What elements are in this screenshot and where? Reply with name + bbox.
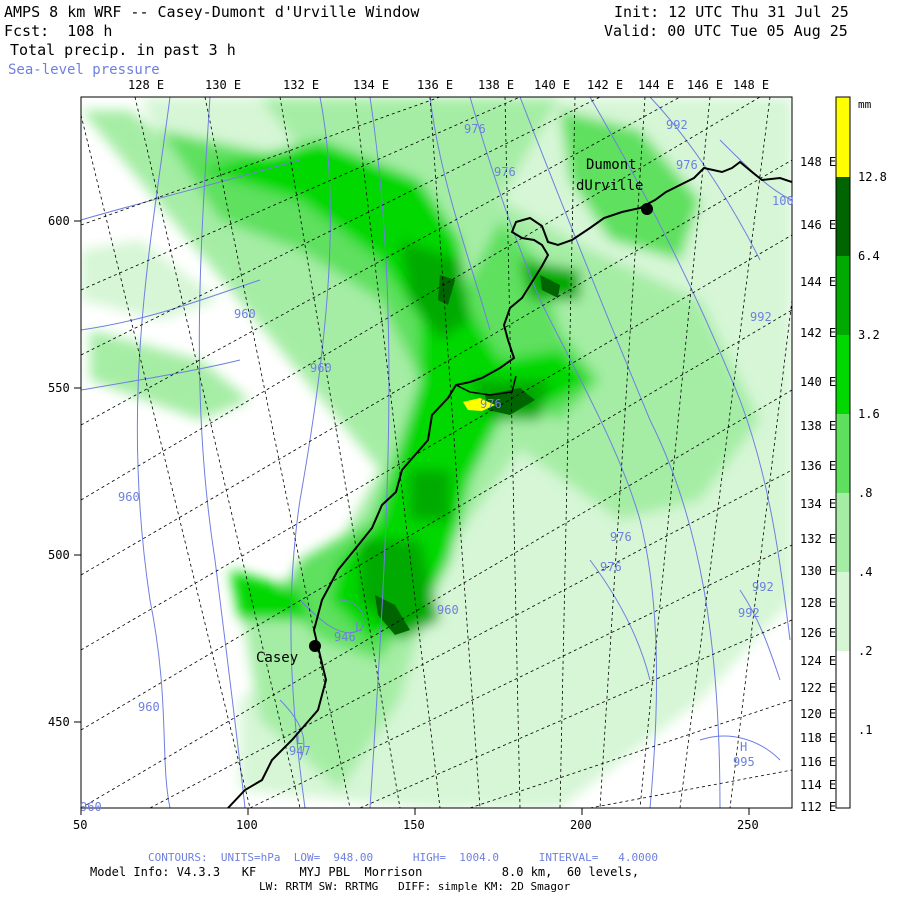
legend-label: .1 — [858, 723, 873, 737]
lon-label-top: 128 E — [128, 78, 165, 92]
x-axis-label: 150 — [403, 818, 425, 832]
x-axis-label: 200 — [570, 818, 592, 832]
isobar-label: 976 — [494, 165, 516, 179]
lon-label-right: 124 E — [800, 654, 837, 668]
isobar-label: 992 — [738, 606, 760, 620]
header-title: AMPS 8 km WRF -- Casey-Dumont d'Urville … — [4, 3, 420, 21]
x-axis-label: 50 — [73, 818, 88, 832]
legend-label: 1.6 — [858, 407, 880, 421]
lon-label-top: 134 E — [353, 78, 390, 92]
legend-unit: mm — [858, 98, 872, 111]
y-axis-label: 450 — [48, 715, 70, 729]
lon-label-right: 112 E — [800, 800, 837, 814]
y-axis-label: 550 — [48, 381, 70, 395]
lon-label-right: 146 E — [800, 218, 837, 232]
lon-label-right: 142 E — [800, 326, 837, 340]
y-axis-label: 500 — [48, 548, 70, 562]
lon-label-right: 114 E — [800, 778, 837, 792]
legend-label: 6.4 — [858, 249, 880, 263]
legend-label: 12.8 — [858, 170, 887, 184]
station-dumont-label: Dumont — [586, 157, 637, 173]
isobar-label: 960 — [437, 603, 459, 617]
low-pressure-mark: L — [296, 733, 304, 747]
isobar-label: 992 — [666, 118, 688, 132]
lon-label-top: 144 E — [638, 78, 675, 92]
ice-shelf-outline — [455, 375, 517, 396]
isobar-label: 960 — [138, 700, 160, 714]
lon-label-top: 132 E — [283, 78, 320, 92]
precip-cores — [375, 275, 560, 635]
header-field: Total precip. in past 3 h — [10, 41, 236, 59]
x-axis-label: 100 — [236, 818, 258, 832]
lon-label-right: 138 E — [800, 419, 837, 433]
isobar-label: 946 — [334, 630, 356, 644]
lon-label-top: 148 E — [733, 78, 770, 92]
lon-label-right: 140 E — [800, 375, 837, 389]
casey-marker — [309, 640, 321, 652]
lon-label-top: 136 E — [417, 78, 454, 92]
dumont-durville-marker — [641, 203, 653, 215]
isobar-label: 947 — [289, 744, 311, 758]
lon-label-right: 120 E — [800, 707, 837, 721]
x-axis-label: 250 — [737, 818, 759, 832]
header-overlay: Sea-level pressure — [8, 62, 160, 78]
station-durville-label: dUrville — [576, 178, 644, 194]
lon-label-right: 122 E — [800, 681, 837, 695]
lon-label-right: 148 E — [800, 155, 837, 169]
lon-label-top: 138 E — [478, 78, 515, 92]
lon-label-right: 126 E — [800, 626, 837, 640]
isobar-label: 995 — [733, 755, 755, 769]
graticule — [81, 97, 792, 808]
isobar-label: 976 — [464, 122, 486, 136]
map-panel — [81, 97, 792, 808]
lon-label-right: 144 E — [800, 275, 837, 289]
lon-label-top: 142 E — [587, 78, 624, 92]
isobar-label: 976 — [676, 158, 698, 172]
isobar-label: 976 — [480, 397, 502, 411]
lon-label-right: 134 E — [800, 497, 837, 511]
isobar-label: 976 — [600, 560, 622, 574]
footer-physics: LW: RRTM SW: RRTMG DIFF: simple KM: 2D S… — [259, 880, 571, 893]
axis-ticks — [74, 220, 750, 815]
legend-label: 3.2 — [858, 328, 880, 342]
low-pressure-mark: L — [355, 620, 363, 634]
lon-label-right: 132 E — [800, 532, 837, 546]
lon-label-right: 118 E — [800, 731, 837, 745]
lon-label-right: 130 E — [800, 564, 837, 578]
footer-model: Model Info: V4.3.3 KF MYJ PBL Morrison 8… — [90, 865, 640, 879]
isobar-label: 960 — [118, 490, 140, 504]
header-fcst: Fcst: 108 h — [4, 22, 113, 40]
lon-label-top: 146 E — [687, 78, 724, 92]
isobar-label: 976 — [610, 530, 632, 544]
legend-label: .8 — [858, 486, 873, 500]
header-init: Init: 12 UTC Thu 31 Jul 25 — [614, 3, 849, 21]
high-pressure-mark: H — [740, 740, 748, 754]
isobar-label: 992 — [750, 310, 772, 324]
header-valid: Valid: 00 UTC Tue 05 Aug 25 — [604, 22, 848, 40]
map-marks — [309, 203, 653, 652]
lon-label-right: 136 E — [800, 459, 837, 473]
legend-label: .4 — [858, 565, 873, 579]
y-axis-label: 600 — [48, 214, 70, 228]
isobar-label: 100 — [772, 194, 794, 208]
lon-label-top: 130 E — [205, 78, 242, 92]
legend-bar — [835, 96, 851, 809]
station-casey-label: Casey — [256, 650, 299, 666]
coastline — [227, 160, 792, 808]
isobar-label: 960 — [234, 307, 256, 321]
footer-contours: CONTOURS: UNITS=hPa LOW= 948.00 HIGH= 10… — [148, 851, 658, 864]
lon-label-top: 140 E — [534, 78, 571, 92]
isobar-label: 992 — [752, 580, 774, 594]
isobar-label: 960 — [80, 800, 102, 814]
isobar-label: 960 — [310, 361, 332, 375]
legend-label: .2 — [858, 644, 873, 658]
lon-label-right: 128 E — [800, 596, 837, 610]
lon-label-right: 116 E — [800, 755, 837, 769]
isobars — [81, 97, 792, 808]
map-frame — [80, 96, 793, 809]
